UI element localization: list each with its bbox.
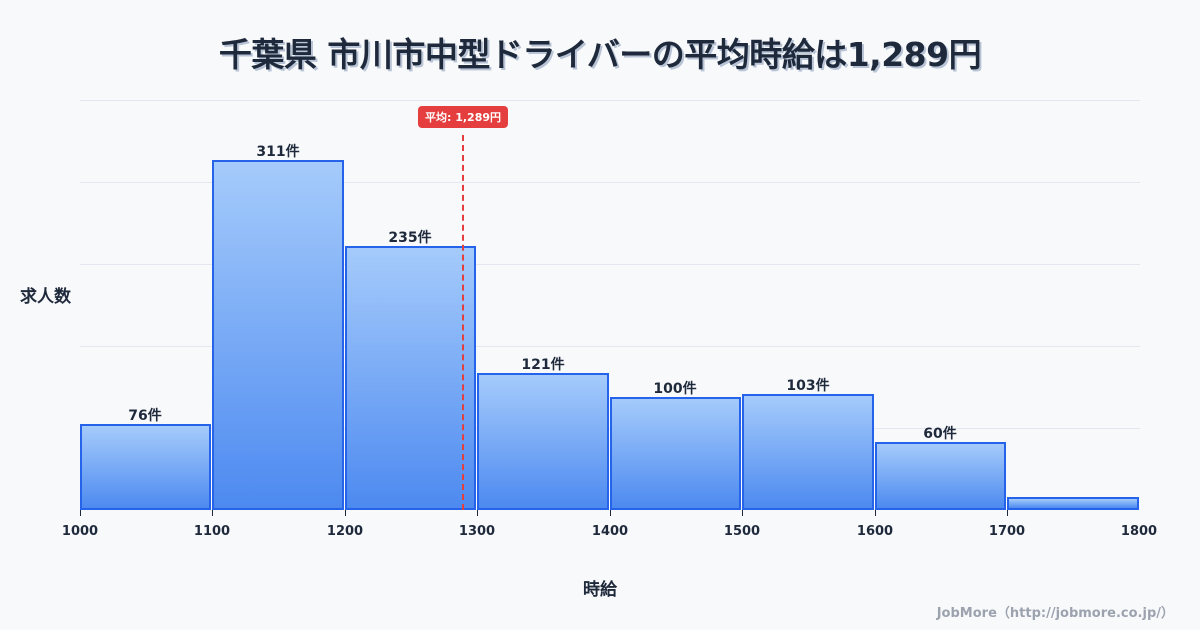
average-badge: 平均: 1,289円: [417, 106, 509, 128]
y-axis-label: 求人数: [20, 287, 71, 307]
bar-value-label: 76件: [128, 408, 162, 424]
chart-title: 千葉県 市川市中型ドライバーの平均時給は1,289円: [218, 35, 982, 74]
x-tick-label: 1200: [326, 524, 364, 539]
histogram-bar[interactable]: [610, 397, 741, 510]
histogram-bar[interactable]: [742, 394, 874, 510]
x-tick-label: 1600: [856, 524, 894, 539]
bar-value-label: 235件: [388, 230, 432, 246]
x-tick: [80, 510, 81, 516]
histogram-bar[interactable]: [1007, 497, 1139, 510]
bar-value-label: 60件: [923, 426, 957, 442]
source-credit: JobMore（http://jobmore.co.jp/）: [936, 606, 1174, 621]
x-axis-label: 時給: [583, 580, 617, 600]
x-tick-label: 1800: [1120, 524, 1158, 539]
bar-value-label: 121件: [521, 357, 565, 373]
bar-value-label: 100件: [653, 381, 697, 397]
x-tick-label: 1700: [988, 524, 1026, 539]
bar-value-label: 311件: [256, 144, 300, 160]
histogram-bar[interactable]: [477, 373, 609, 510]
gridline: [80, 100, 1140, 101]
x-tick: [477, 510, 478, 516]
average-line: [462, 135, 464, 510]
gridline: [80, 346, 1140, 347]
x-tick-label: 1000: [61, 524, 99, 539]
x-tick: [345, 510, 346, 516]
x-tick-label: 1100: [193, 524, 231, 539]
histogram-bar[interactable]: [345, 246, 476, 510]
histogram-bar[interactable]: [212, 160, 344, 510]
x-tick: [212, 510, 213, 516]
x-tick-label: 1500: [723, 524, 761, 539]
x-tick: [1007, 510, 1008, 516]
gridline: [80, 264, 1140, 265]
x-tick: [610, 510, 611, 516]
x-tick-label: 1400: [591, 524, 629, 539]
bar-value-label: 103件: [786, 378, 830, 394]
plot-area: 76件 311件 235件 121件 100件 103件 60件 平均: 1,2…: [80, 100, 1140, 510]
histogram-bar[interactable]: [80, 424, 211, 510]
x-tick: [742, 510, 743, 516]
gridline: [80, 182, 1140, 183]
x-tick-label: 1300: [458, 524, 496, 539]
histogram-bar[interactable]: [875, 442, 1006, 510]
x-tick: [875, 510, 876, 516]
x-axis: 1000 1100 1200 1300 1400 1500 1600 1700 …: [62, 510, 1157, 540]
